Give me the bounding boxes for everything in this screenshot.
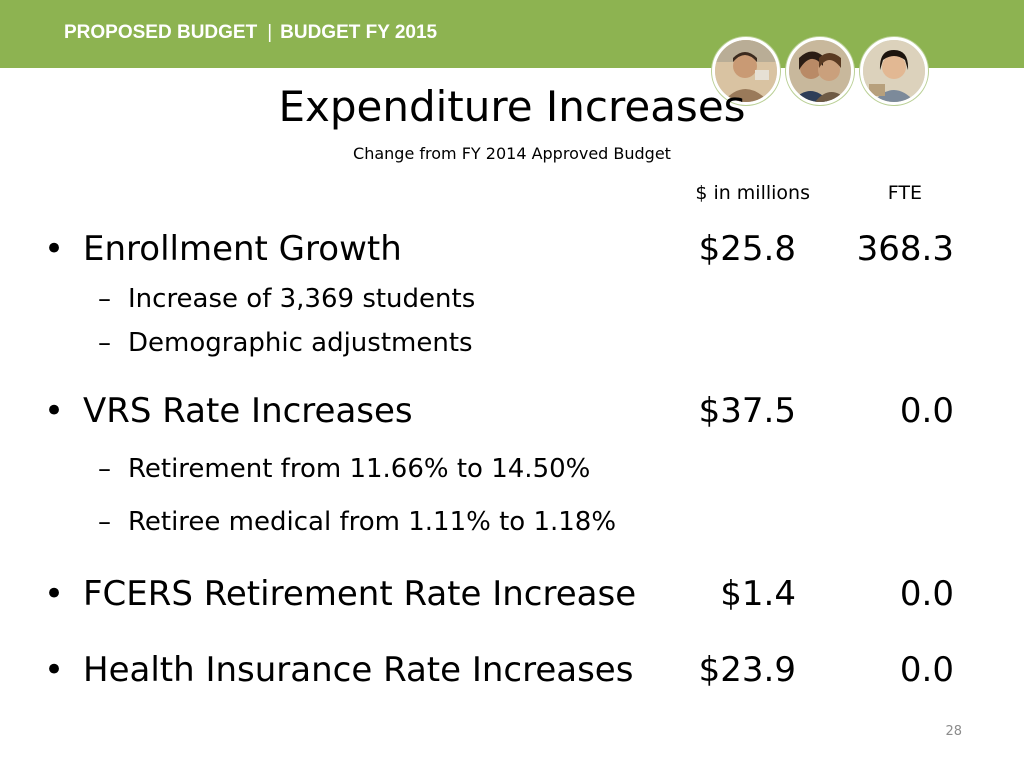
item-amount: $25.8 xyxy=(698,229,796,269)
column-header-fte: FTE xyxy=(887,182,922,204)
bullet-icon: • xyxy=(44,650,65,690)
header-banner: PROPOSED BUDGET | BUDGET FY 2015 xyxy=(0,0,1024,68)
page-title: Expenditure Increases xyxy=(278,82,746,131)
item-fte: 0.0 xyxy=(899,391,954,431)
item-label: VRS Rate Increases xyxy=(83,391,413,431)
list-item: • Enrollment Growth $25.8 368.3 xyxy=(0,227,1024,277)
sub-item-label: Retirement from 11.66% to 14.50% xyxy=(128,454,591,484)
column-header-amount: $ in millions xyxy=(695,182,810,204)
student-photo-2 xyxy=(786,37,854,105)
banner-left-label: PROPOSED BUDGET xyxy=(64,22,258,43)
bullet-icon: • xyxy=(44,229,65,269)
sub-list-item: – Retiree medical from 1.11% to 1.18% xyxy=(98,505,616,539)
item-amount: $23.9 xyxy=(698,650,796,690)
item-label: FCERS Retirement Rate Increase xyxy=(83,574,637,614)
sub-list-item: – Retirement from 11.66% to 14.50% xyxy=(98,452,590,486)
item-label: Enrollment Growth xyxy=(83,229,402,269)
dash-icon: – xyxy=(98,507,111,537)
bullet-icon: • xyxy=(44,391,65,431)
sub-item-label: Retiree medical from 1.11% to 1.18% xyxy=(128,507,617,537)
bullet-icon: • xyxy=(44,574,65,614)
item-amount: $1.4 xyxy=(720,574,796,614)
item-amount: $37.5 xyxy=(698,391,796,431)
sub-list-item: – Demographic adjustments xyxy=(98,326,473,360)
sub-item-label: Increase of 3,369 students xyxy=(128,284,476,314)
page-number: 28 xyxy=(945,724,962,739)
list-item: • VRS Rate Increases $37.5 0.0 xyxy=(0,389,1024,439)
list-item: • FCERS Retirement Rate Increase $1.4 0.… xyxy=(0,572,1024,622)
item-fte: 0.0 xyxy=(899,650,954,690)
dash-icon: – xyxy=(98,284,111,314)
banner-separator: | xyxy=(267,22,273,43)
sub-item-label: Demographic adjustments xyxy=(128,328,473,358)
page-subtitle: Change from FY 2014 Approved Budget xyxy=(353,144,671,163)
student-photo-3 xyxy=(860,37,928,105)
dash-icon: – xyxy=(98,454,111,484)
list-item: • Health Insurance Rate Increases $23.9 … xyxy=(0,648,1024,698)
item-fte: 368.3 xyxy=(856,229,954,269)
sub-list-item: – Increase of 3,369 students xyxy=(98,282,475,316)
banner-right-label: BUDGET FY 2015 xyxy=(280,22,438,43)
item-fte: 0.0 xyxy=(899,574,954,614)
student-photo-1 xyxy=(712,37,780,105)
item-label: Health Insurance Rate Increases xyxy=(83,650,634,690)
banner-text: PROPOSED BUDGET | BUDGET FY 2015 xyxy=(64,22,437,44)
dash-icon: – xyxy=(98,328,111,358)
